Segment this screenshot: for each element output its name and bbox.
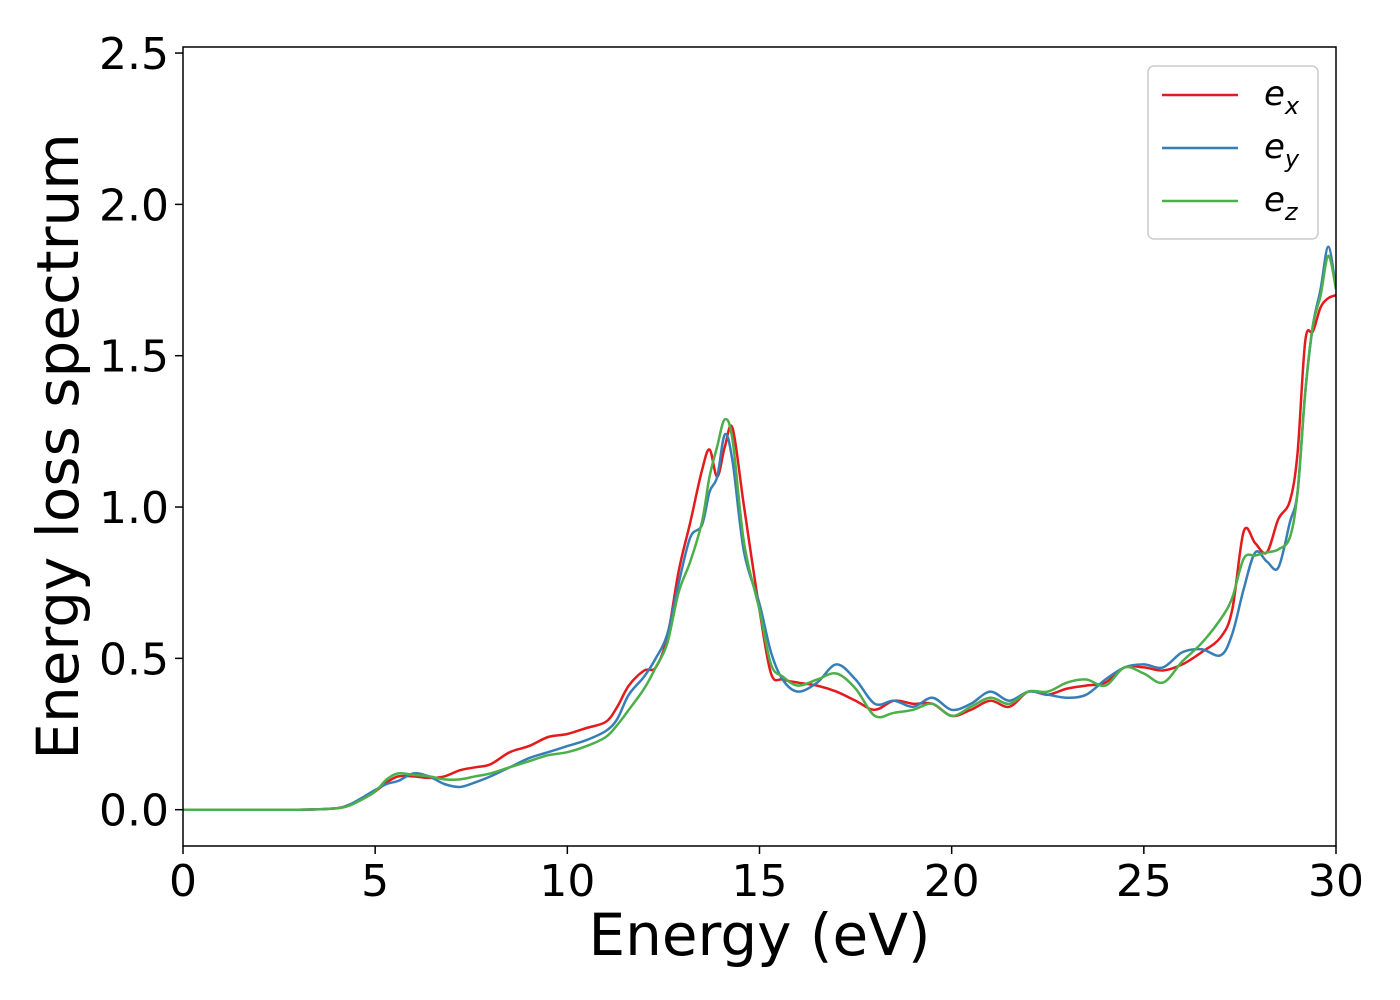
- x-axis: 0 5 10 15 20 25 30: [169, 846, 1364, 907]
- legend-label-sub: x: [1284, 92, 1300, 120]
- x-tick-label: 5: [361, 856, 389, 907]
- legend-label-y: ey: [1264, 127, 1300, 173]
- legend-label-base: e: [1264, 180, 1285, 220]
- y-tick-label: 0.0: [99, 786, 169, 837]
- legend-label-base: e: [1264, 74, 1285, 114]
- x-tick-label: 15: [732, 856, 788, 907]
- legend-label-z: ez: [1264, 180, 1299, 226]
- series-line-z: [183, 254, 1336, 812]
- legend-box: [1147, 65, 1319, 240]
- legend-label-x: ex: [1264, 74, 1300, 120]
- x-axis-label: Energy (eV): [588, 901, 930, 969]
- legend-label-sub: y: [1284, 145, 1300, 173]
- x-tick-label: 25: [1116, 856, 1172, 907]
- y-axis-label: Energy loss spectrum: [24, 133, 92, 759]
- y-tick-label: 1.5: [99, 332, 169, 383]
- series-line-y: [183, 245, 1336, 812]
- series-line-x: [183, 294, 1336, 812]
- series-layer: [183, 245, 1336, 812]
- x-tick-label: 10: [539, 856, 595, 907]
- y-tick-label: 2.0: [99, 180, 169, 231]
- y-tick-label: 2.5: [99, 29, 169, 80]
- y-tick-label: 1.0: [99, 483, 169, 534]
- y-axis: 0.0 0.5 1.0 1.5 2.0 2.5: [99, 29, 183, 837]
- legend-label-base: e: [1264, 127, 1285, 167]
- x-tick-label: 0: [169, 856, 197, 907]
- y-tick-label: 0.5: [99, 634, 169, 685]
- legend-label-sub: z: [1284, 198, 1299, 226]
- x-tick-label: 20: [924, 856, 980, 907]
- x-tick-label: 30: [1308, 856, 1364, 907]
